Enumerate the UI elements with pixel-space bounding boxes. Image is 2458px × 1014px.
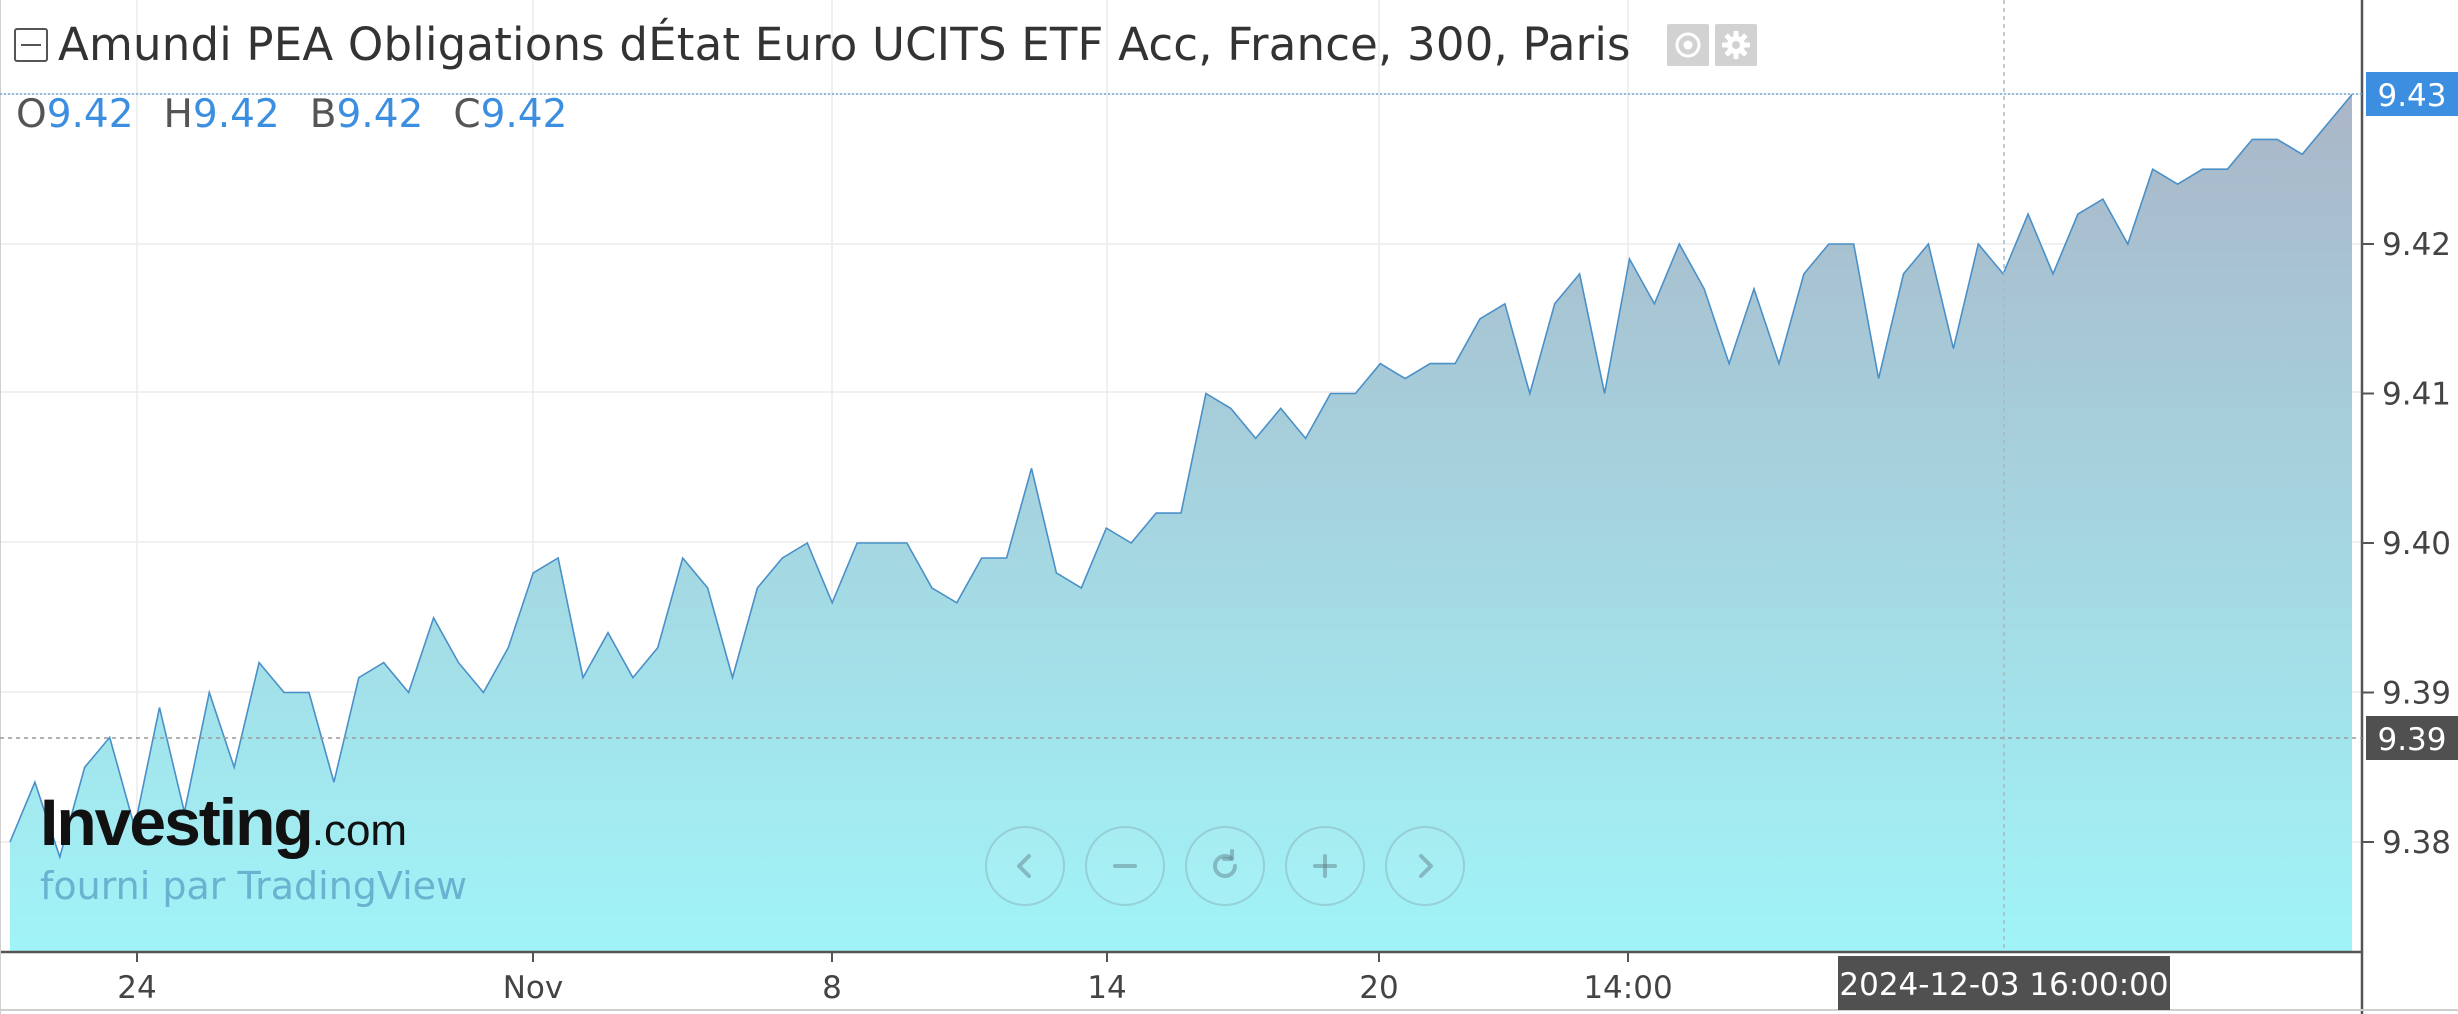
ohlc-open-label: O [16,92,47,137]
collapse-icon[interactable] [14,27,48,62]
ohlc-high-value: 9.42 [192,92,280,137]
ohlc-open-value: 9.42 [46,92,134,137]
logo-wordmark: Investing.com [40,784,467,860]
plus-icon[interactable] [1285,826,1365,906]
ohlc-open: O9.42 [16,92,134,137]
crosshair-time-label: 2024-12-03 16:00:00 [1839,967,2168,1003]
ohlc-low-value: 9.42 [336,92,424,137]
gear-icon[interactable] [1714,23,1757,66]
chevron-right-icon[interactable] [1385,826,1465,906]
crosshair-price-label: 9.39 [2377,722,2446,758]
instrument-title: Amundi PEA Obligations dÉtat Euro UCITS … [58,18,1631,71]
last-price-badge [2366,72,2458,116]
y-tick-label: 9.38 [2382,825,2451,861]
y-tick-label: 9.39 [2382,676,2451,712]
y-tick-label: 9.40 [2382,526,2451,562]
chevron-left-icon[interactable] [985,826,1065,906]
crosshair-time-badge [1838,956,2170,1010]
title-icons [1666,23,1757,66]
chart-navigation [985,826,1465,906]
ohlc-high: H9.42 [164,92,280,137]
x-tick-label: 20 [1359,970,1398,1006]
price-line [9,93,2353,860]
x-tick-label: Nov [503,970,564,1006]
y-tick-label: 9.42 [2382,227,2451,263]
x-tick-label: 24 [117,970,156,1006]
crosshair-price-badge [2366,716,2458,760]
logo-suffix: .com [311,806,408,855]
ohlc-close-value: 9.42 [480,92,568,137]
x-tick-label: 14 [1087,970,1126,1006]
ohlc-high-label: H [163,92,193,137]
x-tick-label: 8 [822,970,842,1006]
chart-legend-header: Amundi PEA Obligations dÉtat Euro UCITS … [14,18,1757,71]
investing-logo[interactable]: Investing.com fourni par TradingView [40,784,467,908]
logo-text: Investing [40,785,314,859]
ohlc-close-label: C [453,92,481,137]
minus-icon[interactable] [1085,826,1165,906]
reset-icon[interactable] [1185,826,1265,906]
last-price-label: 9.43 [2377,78,2446,114]
ohlc-low: B9.42 [310,92,424,137]
ohlc-values: O9.42 H9.42 B9.42 C9.42 [16,92,597,137]
ohlc-low-label: B [309,92,337,137]
axis-labels: 9.38 9.39 9.40 9.41 9.42 24 Nov 8 14 20 14:00 [117,227,2451,1006]
y-tick-label: 9.41 [2382,377,2451,413]
x-tick-label: 14:00 [1583,970,1672,1006]
provider-label: fourni par TradingView [40,864,468,908]
eye-icon[interactable] [1666,23,1709,66]
ohlc-close: C9.42 [453,92,567,137]
